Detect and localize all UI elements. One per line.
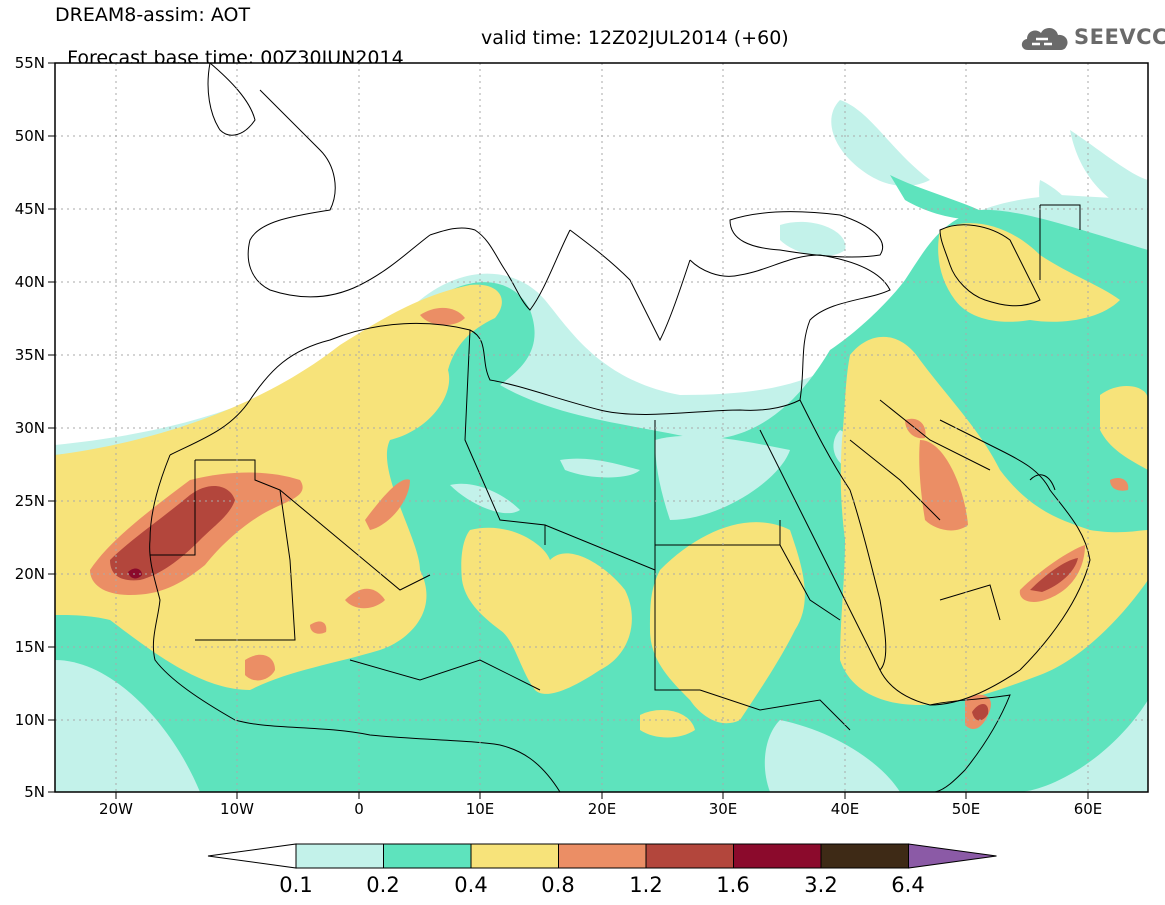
- y-tick-label: 45N: [15, 200, 45, 218]
- legend-swatch: [295, 843, 384, 869]
- tick-marks: [48, 62, 1089, 799]
- legend-label: 3.2: [804, 873, 837, 897]
- y-tick-label: 35N: [15, 346, 45, 364]
- x-tick-label: 40E: [831, 800, 860, 818]
- x-tick-label: 10E: [466, 800, 495, 818]
- y-tick-label: 10N: [15, 711, 45, 729]
- y-tick-label: 55N: [15, 54, 45, 72]
- y-tick-label: 50N: [15, 127, 45, 145]
- x-tick-label: 20W: [99, 800, 133, 818]
- legend-label: 1.2: [629, 873, 662, 897]
- legend-swatch: [558, 843, 647, 869]
- legend-boxes: [207, 843, 997, 869]
- legend-label: 1.6: [716, 873, 749, 897]
- legend-swatch: [733, 843, 822, 869]
- x-axis-labels: 20W 10W 0 10E 20E 30E 40E 50E 60E: [99, 800, 1102, 818]
- y-tick-label: 15N: [15, 638, 45, 656]
- map-gridlines: [55, 63, 1148, 792]
- aot-level-1.6: [128, 568, 142, 579]
- y-tick-label: 40N: [15, 273, 45, 291]
- x-tick-label: 0: [354, 800, 364, 818]
- y-axis-labels: 55N 50N 45N 40N 35N 30N 25N 20N 15N 10N …: [15, 54, 45, 801]
- y-tick-label: 20N: [15, 565, 45, 583]
- y-tick-label: 5N: [24, 783, 45, 801]
- legend-arrow-low: [207, 843, 297, 869]
- legend-swatch: [820, 843, 909, 869]
- x-tick-label: 20E: [588, 800, 617, 818]
- legend-arrow-high: [908, 843, 997, 869]
- y-tick-label: 25N: [15, 492, 45, 510]
- x-tick-label: 60E: [1074, 800, 1103, 818]
- legend-label: 0.1: [279, 873, 312, 897]
- x-tick-label: 10W: [220, 800, 254, 818]
- coastlines: [149, 63, 1091, 792]
- legend-labels: 0.1 0.2 0.4 0.8 1.2 1.6 3.2 6.4: [279, 873, 924, 897]
- x-tick-label: 30E: [709, 800, 738, 818]
- x-tick-label: 50E: [952, 800, 981, 818]
- legend-label: 0.4: [454, 873, 487, 897]
- y-tick-label: 30N: [15, 419, 45, 437]
- legend-swatch: [383, 843, 472, 869]
- legend-swatch: [470, 843, 559, 869]
- legend-swatch: [645, 843, 734, 869]
- seevccc-logo: SEEVCCC: [1018, 22, 1165, 56]
- cloud-icon: [1021, 27, 1068, 50]
- legend-label: 0.8: [541, 873, 574, 897]
- legend-label: 6.4: [891, 873, 924, 897]
- logo-text: SEEVCCC: [1074, 25, 1165, 49]
- valid-time: valid time: 12Z02JUL2014 (+60): [481, 27, 789, 49]
- map-title: DREAM8-assim: AOT: [55, 4, 251, 26]
- legend-label: 0.2: [366, 873, 399, 897]
- aot-level-1.2: [110, 485, 1078, 721]
